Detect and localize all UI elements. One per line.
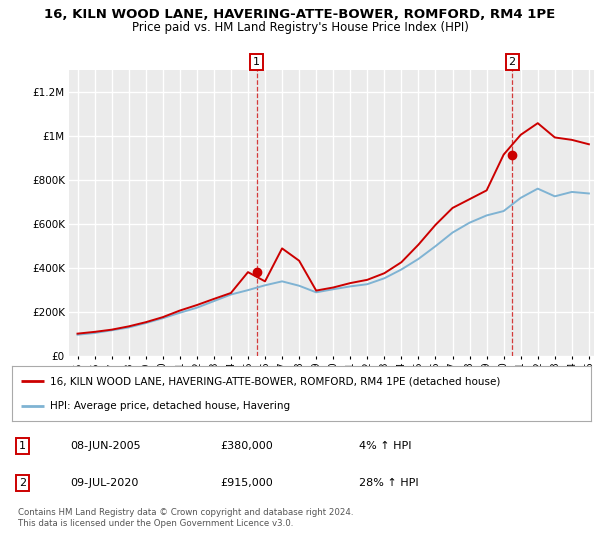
- Text: £915,000: £915,000: [220, 478, 273, 488]
- Text: 1: 1: [253, 57, 260, 67]
- Text: £380,000: £380,000: [220, 441, 273, 451]
- Text: 1: 1: [19, 441, 26, 451]
- Text: 09-JUL-2020: 09-JUL-2020: [70, 478, 138, 488]
- Text: 28% ↑ HPI: 28% ↑ HPI: [359, 478, 419, 488]
- Text: 16, KILN WOOD LANE, HAVERING-ATTE-BOWER, ROMFORD, RM4 1PE: 16, KILN WOOD LANE, HAVERING-ATTE-BOWER,…: [44, 8, 556, 21]
- Text: 2: 2: [19, 478, 26, 488]
- Text: 16, KILN WOOD LANE, HAVERING-ATTE-BOWER, ROMFORD, RM4 1PE (detached house): 16, KILN WOOD LANE, HAVERING-ATTE-BOWER,…: [50, 376, 500, 386]
- Text: Price paid vs. HM Land Registry's House Price Index (HPI): Price paid vs. HM Land Registry's House …: [131, 21, 469, 34]
- Text: HPI: Average price, detached house, Havering: HPI: Average price, detached house, Have…: [50, 402, 290, 411]
- Text: 08-JUN-2005: 08-JUN-2005: [70, 441, 140, 451]
- Text: 4% ↑ HPI: 4% ↑ HPI: [359, 441, 412, 451]
- Text: Contains HM Land Registry data © Crown copyright and database right 2024.
This d: Contains HM Land Registry data © Crown c…: [18, 508, 353, 528]
- Text: 2: 2: [509, 57, 516, 67]
